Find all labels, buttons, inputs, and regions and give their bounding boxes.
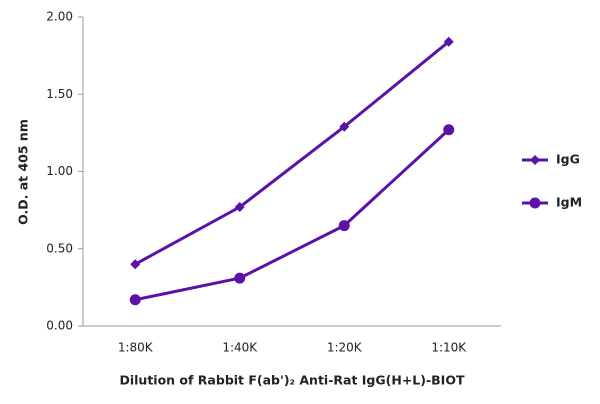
x-tick-label: 1:80K — [118, 341, 154, 355]
series-line — [134, 128, 450, 302]
x-tick-label: 1:20K — [327, 341, 363, 355]
y-tick-label: 1.00 — [46, 164, 73, 178]
marker — [234, 272, 246, 284]
marker — [339, 121, 350, 132]
y-tick-label: 0.00 — [46, 319, 73, 333]
legend-label: IgM — [556, 195, 582, 210]
x-tick-label: 1:10K — [431, 341, 467, 355]
y-axis-label: O.D. at 405 nm — [16, 119, 31, 225]
legend-label: IgG — [556, 152, 580, 167]
series-line — [134, 40, 450, 266]
marker — [530, 155, 540, 165]
marker — [529, 197, 541, 209]
marker — [234, 202, 245, 213]
marker — [129, 294, 141, 306]
marker — [338, 220, 350, 232]
marker — [443, 36, 454, 47]
x-tick-label: 1:40K — [222, 341, 258, 355]
marker — [443, 124, 455, 136]
y-tick-label: 1.50 — [46, 87, 73, 101]
marker — [130, 259, 141, 270]
y-tick-label: 2.00 — [46, 10, 73, 24]
y-tick-label: 0.50 — [46, 241, 73, 255]
x-axis-label: Dilution of Rabbit F(ab')₂ Anti-Rat IgG(… — [119, 373, 464, 388]
